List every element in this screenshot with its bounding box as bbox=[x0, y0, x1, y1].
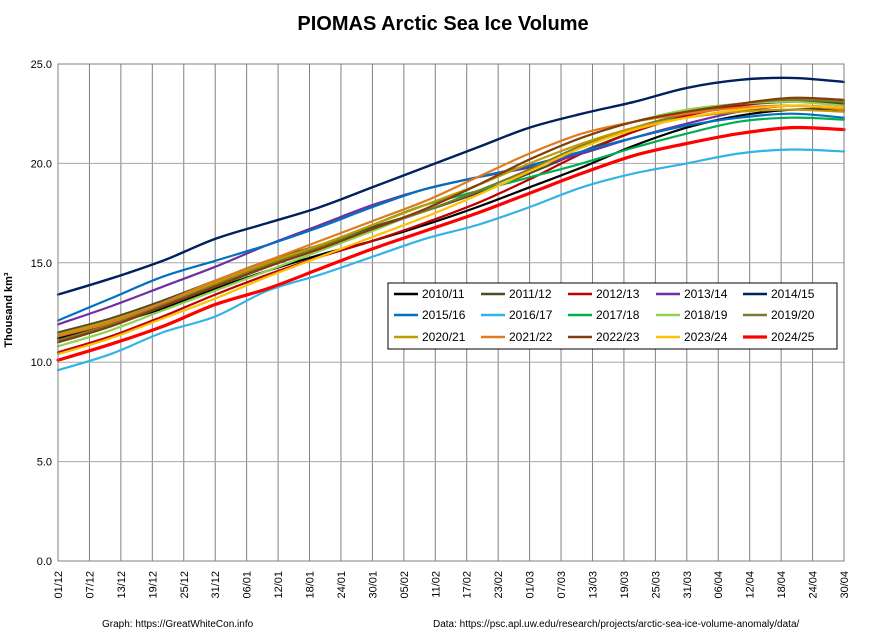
footer-graph-credit: Graph: https://GreatWhiteCon.info bbox=[102, 619, 254, 630]
legend-label: 2023/24 bbox=[684, 330, 728, 344]
y-tick-label: 20.0 bbox=[31, 158, 52, 170]
x-tick-label: 23/02 bbox=[493, 571, 505, 599]
x-tick-label: 06/04 bbox=[713, 571, 725, 599]
legend-label: 2016/17 bbox=[509, 308, 553, 322]
x-tick-label: 17/02 bbox=[462, 571, 474, 599]
y-tick-label: 25.0 bbox=[31, 59, 52, 71]
series-line-2014-15 bbox=[56, 76, 846, 296]
series-line-2016-17 bbox=[56, 148, 846, 372]
x-tick-label: 07/12 bbox=[84, 571, 96, 599]
y-tick-label: 5.0 bbox=[37, 457, 52, 469]
series-line-2024-25 bbox=[56, 125, 846, 362]
x-tick-label: 19/12 bbox=[147, 571, 159, 599]
legend-label: 2014/15 bbox=[771, 287, 815, 301]
x-tick-label: 06/01 bbox=[242, 571, 254, 599]
legend-label: 2015/16 bbox=[422, 308, 466, 322]
x-tick-label: 24/01 bbox=[336, 571, 348, 599]
legend-label: 2010/11 bbox=[422, 287, 465, 301]
legend-label: 2024/25 bbox=[771, 330, 815, 344]
x-tick-label: 25/03 bbox=[650, 571, 662, 599]
x-tick-label: 31/12 bbox=[210, 571, 222, 599]
legend-label: 2022/23 bbox=[596, 330, 640, 344]
y-tick-label: 15.0 bbox=[31, 258, 52, 270]
chart-title: PIOMAS Arctic Sea Ice Volume bbox=[297, 13, 588, 35]
x-tick-label: 05/02 bbox=[399, 571, 411, 599]
legend-label: 2019/20 bbox=[771, 308, 815, 322]
x-tick-label: 24/04 bbox=[808, 571, 820, 599]
x-tick-label: 19/03 bbox=[619, 571, 631, 599]
x-tick-label: 13/03 bbox=[587, 571, 599, 599]
legend-label: 2012/13 bbox=[596, 287, 640, 301]
plot-frame bbox=[57, 63, 845, 562]
legend-label: 2020/21 bbox=[422, 330, 466, 344]
x-tick-label: 11/02 bbox=[430, 571, 442, 598]
x-tick-label: 01/12 bbox=[53, 571, 65, 599]
x-tick-label: 25/12 bbox=[179, 571, 191, 599]
series-line-2015-16 bbox=[56, 112, 846, 322]
y-tick-label: 10.0 bbox=[31, 357, 52, 369]
y-tick-label: 0.0 bbox=[37, 556, 52, 568]
x-tick-label: 12/01 bbox=[273, 571, 285, 599]
x-tick-label: 30/01 bbox=[367, 571, 379, 599]
x-tick-label: 01/03 bbox=[525, 571, 537, 599]
x-tick-label: 18/04 bbox=[776, 571, 788, 599]
y-tick-labels: 0.0 5.0 10.0 15.0 20.0 25.0 bbox=[31, 59, 52, 568]
series-line-2023-24 bbox=[56, 104, 846, 356]
x-tick-label: 31/03 bbox=[682, 571, 694, 599]
x-tick-label: 18/01 bbox=[305, 571, 317, 599]
series-line-2021-22 bbox=[56, 104, 846, 338]
x-tick-label: 12/04 bbox=[745, 571, 757, 599]
series-lines bbox=[56, 76, 846, 372]
legend-label: 2018/19 bbox=[684, 308, 728, 322]
legend-label: 2011/12 bbox=[509, 287, 552, 301]
legend-label: 2017/18 bbox=[596, 308, 640, 322]
x-tick-label: 07/03 bbox=[556, 571, 568, 599]
y-axis-label: Thousand km³ bbox=[3, 272, 15, 348]
x-tick-labels: 01/12 07/12 13/12 19/12 25/12 31/12 06/01 12/01… bbox=[53, 571, 851, 599]
axes bbox=[57, 63, 845, 562]
x-tick-label: 30/04 bbox=[839, 571, 851, 599]
series-line-2022-23 bbox=[56, 96, 846, 344]
x-tick-label: 13/12 bbox=[116, 571, 128, 599]
legend: 2010/11 2011/12 2012/13 2013/14 2014/15 2015/… bbox=[387, 282, 838, 350]
legend-label: 2021/22 bbox=[509, 330, 553, 344]
legend-label: 2013/14 bbox=[684, 287, 728, 301]
footer-data-source: Data: https://psc.apl.uw.edu/research/pr… bbox=[433, 619, 800, 630]
